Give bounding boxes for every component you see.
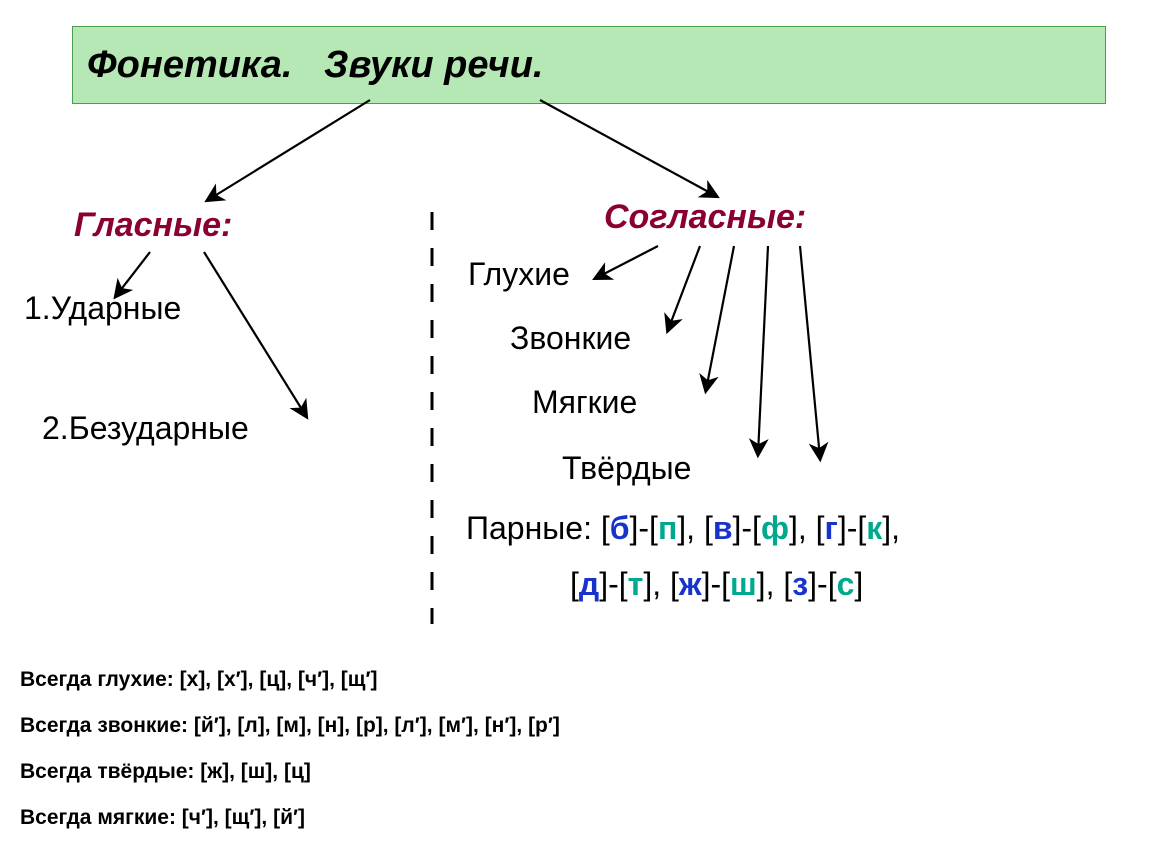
vowel-item-0: 1.Ударные <box>24 290 181 327</box>
arrow-6 <box>706 246 734 390</box>
arrow-0 <box>208 100 370 200</box>
bottom-line-1: Всегда звонкие: [й′], [л], [м], [н], [р]… <box>20 714 560 738</box>
arrow-1 <box>540 100 716 196</box>
page-title: Фонетика. Звуки речи. <box>72 26 1106 104</box>
diagram-canvas: Фонетика. Звуки речи. Гласные: Согласные… <box>0 0 1150 864</box>
bottom-line-0: Всегда глухие: [х], [х′], [ц], [ч′], [щ′… <box>20 668 378 692</box>
consonant-item-3: Твёрдые <box>562 450 691 487</box>
arrow-5 <box>668 246 700 330</box>
bottom-line-3: Всегда мягкие: [ч′], [щ′], [й′] <box>20 806 305 830</box>
vowel-item-1: 2.Безударные <box>42 410 249 447</box>
vowels-heading: Гласные: <box>74 206 232 245</box>
arrow-8 <box>800 246 820 458</box>
consonant-item-0: Глухие <box>468 256 570 293</box>
bottom-line-2: Всегда твёрдые: [ж], [ш], [ц] <box>20 760 311 784</box>
consonant-item-2: Мягкие <box>532 384 637 421</box>
arrow-4 <box>596 246 658 278</box>
arrow-3 <box>204 252 306 416</box>
pairs-row-2: [д]-[т], [ж]-[ш], [з]-[с] <box>570 566 863 603</box>
consonant-item-1: Звонкие <box>510 320 631 357</box>
arrow-7 <box>758 246 768 454</box>
consonants-heading: Согласные: <box>604 198 806 237</box>
pairs-row-1: Парные: [б]-[п], [в]-[ф], [г]-[к], <box>466 510 900 547</box>
